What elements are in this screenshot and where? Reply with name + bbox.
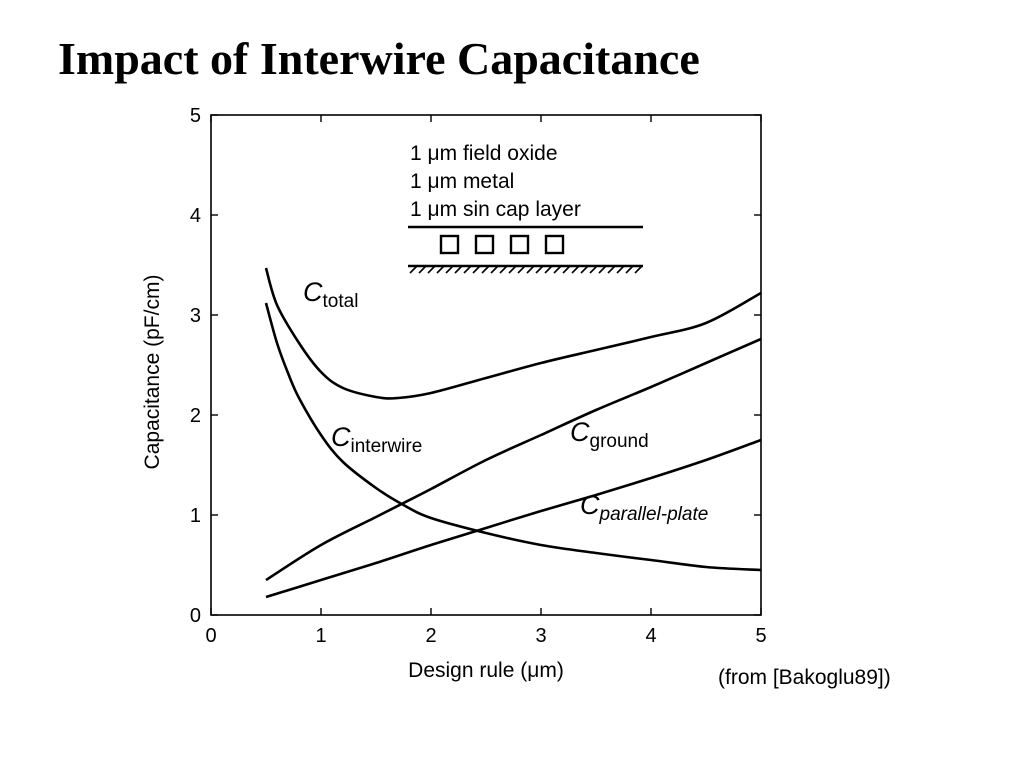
y-tick-label: 4 xyxy=(190,205,201,227)
hatch-mark xyxy=(571,265,580,274)
y-axis-ticks: 0 1 2 3 4 5 xyxy=(190,105,761,627)
plot-frame xyxy=(210,114,762,616)
hatch-mark xyxy=(535,265,544,274)
x-tick-label: 3 xyxy=(535,625,546,647)
hatch-mark xyxy=(409,265,418,274)
hatch-mark xyxy=(616,265,625,274)
hatch-mark xyxy=(472,265,481,274)
slide-title: Impact of Interwire Capacitance xyxy=(58,33,700,84)
hatch-mark xyxy=(589,265,598,274)
legend-line-2: 1 μm metal xyxy=(410,170,514,193)
x-axis-title: Design rule (μm) xyxy=(408,659,564,682)
series-line-c-interwire xyxy=(264,302,762,572)
wire-square-4 xyxy=(544,234,565,255)
series-line-c-parallel-plate xyxy=(265,438,762,599)
hatch-mark xyxy=(625,265,634,274)
hatch-mark xyxy=(499,265,508,274)
y-tick-label: 1 xyxy=(190,505,201,527)
x-tick-label: 4 xyxy=(645,625,656,647)
x-tick-label: 2 xyxy=(425,625,436,647)
hatch-mark xyxy=(517,265,526,274)
ground-hatch xyxy=(409,265,643,274)
hatch-mark xyxy=(454,265,463,274)
hatch-mark xyxy=(508,265,517,274)
hatch-mark xyxy=(562,265,571,274)
hatch-mark xyxy=(427,265,436,274)
wire-square-3 xyxy=(509,234,530,255)
legend-line-1: 1 μm field oxide xyxy=(410,142,558,165)
source-note: (from [Bakoglu89]) xyxy=(718,666,891,689)
series-line-c-total xyxy=(264,267,762,400)
curves xyxy=(264,267,762,599)
hatch-mark xyxy=(490,265,499,274)
series-line-c-ground xyxy=(265,337,762,582)
hatch-mark xyxy=(481,265,490,274)
hatch-mark xyxy=(418,265,427,274)
x-tick-label: 0 xyxy=(205,625,216,647)
hatch-mark xyxy=(598,265,607,274)
y-tick-label: 2 xyxy=(190,405,201,427)
label-c-interwire: Cinterwire xyxy=(331,422,422,457)
wire-square-2 xyxy=(474,234,495,255)
legend-line-3: 1 μm sin cap layer xyxy=(410,198,581,221)
hatch-mark xyxy=(436,265,445,274)
y-tick-label: 0 xyxy=(190,605,201,627)
wire-square-1 xyxy=(439,234,460,255)
hatch-mark xyxy=(544,265,553,274)
label-c-total: Ctotal xyxy=(303,277,358,312)
label-c-parallel-plate: Cparallel-plate xyxy=(580,490,708,525)
hatch-mark xyxy=(463,265,472,274)
hatch-mark xyxy=(607,265,616,274)
y-tick-label: 3 xyxy=(190,305,201,327)
hatch-mark xyxy=(445,265,454,274)
x-tick-label: 1 xyxy=(315,625,326,647)
x-tick-label: 5 xyxy=(755,625,766,647)
y-axis-title: Capacitance (pF/cm) xyxy=(141,275,164,470)
hatch-mark xyxy=(580,265,589,274)
structure-legend: 1 μm field oxide 1 μm metal 1 μm sin cap… xyxy=(408,142,643,274)
hatch-mark xyxy=(526,265,535,274)
y-tick-label: 5 xyxy=(190,105,201,127)
x-axis-ticks: 0 1 2 3 4 5 xyxy=(205,115,767,647)
hatch-mark xyxy=(553,265,562,274)
label-c-ground: Cground xyxy=(570,417,649,452)
hatch-mark xyxy=(634,265,643,274)
